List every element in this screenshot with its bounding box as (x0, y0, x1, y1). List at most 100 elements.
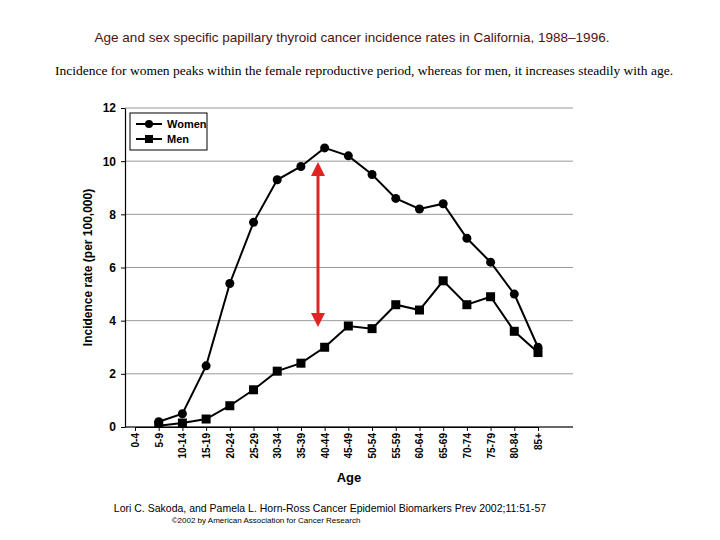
data-point (320, 343, 329, 352)
arrow-head (311, 313, 325, 327)
y-axis-line (125, 109, 126, 428)
x-tick-mark (301, 427, 302, 431)
data-point (178, 419, 187, 427)
x-tick-label: 85+ (533, 433, 544, 450)
x-axis-line (136, 427, 539, 428)
x-tick-label: 70-74 (462, 433, 473, 459)
x-tick-mark (467, 427, 468, 431)
x-tick-mark (206, 427, 207, 431)
x-tick-mark (230, 427, 231, 431)
citation: Lori C. Sakoda, and Pamela L. Horn-Ross … (114, 502, 546, 514)
series-line (159, 281, 538, 426)
y-axis-title: Incidence rate (per 100,000) (81, 189, 95, 346)
data-point (462, 300, 471, 309)
grid (125, 108, 573, 427)
title: Age and sex specific papillary thyroid c… (95, 30, 610, 45)
x-tick: 50-54 (367, 427, 378, 459)
y-axis: 0 2 4 6 8 10 12 (103, 101, 126, 434)
data-point (368, 324, 377, 333)
x-tick: 40-44 (320, 427, 331, 459)
arrow-shaft (317, 172, 320, 317)
data-point (415, 306, 424, 315)
x-tick-label: 5-9 (154, 433, 165, 448)
data-point (462, 234, 471, 243)
annotation-arrow (311, 162, 325, 327)
y-tick: 2 (109, 367, 125, 381)
x-tick-label: 40-44 (320, 433, 331, 459)
data-point (439, 199, 448, 208)
data-point (486, 292, 495, 301)
x-tick-mark (419, 427, 420, 431)
y-tick: 4 (109, 314, 125, 328)
data-point (439, 276, 448, 285)
x-tick: 60-64 (414, 427, 425, 459)
y-tick-mark (121, 268, 125, 269)
x-tick-label: 65-69 (438, 433, 449, 459)
x-tick-mark (538, 427, 539, 431)
data-point (486, 258, 495, 267)
x-tick: 15-19 (201, 427, 212, 459)
data-point (225, 401, 234, 410)
x-axis-title: Age (337, 470, 362, 485)
citation: ©2002 by American Association for Cancer… (172, 516, 361, 525)
arrow-head (311, 162, 325, 176)
data-point (296, 359, 305, 368)
y-tick-mark (121, 108, 125, 109)
x-tick-mark (254, 427, 255, 431)
x-tick: 30-34 (272, 427, 283, 459)
y-tick-label: 8 (109, 208, 116, 222)
data-point (202, 361, 211, 370)
legend-frame (130, 113, 207, 150)
data-point (510, 290, 519, 299)
grid-line (125, 108, 573, 109)
x-tick-mark (348, 427, 349, 431)
x-tick-label: 75-79 (486, 433, 497, 459)
data-point (534, 348, 543, 357)
chart: Age and sex specific papillary thyroid c… (0, 0, 720, 540)
x-tick-mark (514, 427, 515, 431)
grid-line (125, 214, 573, 215)
y-tick-label: 6 (109, 261, 116, 275)
x-tick-label: 20-24 (225, 433, 236, 459)
y-tick-mark (121, 427, 125, 428)
data-point (296, 162, 305, 171)
x-tick-label: 35-39 (296, 433, 307, 459)
grid-line (125, 267, 573, 268)
x-tick-label: 60-64 (414, 433, 425, 459)
y-tick-label: 2 (109, 367, 116, 381)
data-point (202, 415, 211, 424)
x-tick: 70-74 (462, 427, 473, 459)
grid-line (125, 161, 573, 162)
x-tick-label: 15-19 (201, 433, 212, 459)
x-tick: 35-39 (296, 427, 307, 459)
y-tick-mark (121, 321, 125, 322)
x-tick-label: 45-49 (343, 433, 354, 459)
x-tick-mark (372, 427, 373, 431)
x-tick: 55-59 (391, 427, 402, 459)
x-tick: 65-69 (438, 427, 449, 459)
x-tick-label: 80-84 (509, 433, 520, 459)
y-tick-label: 12 (103, 101, 117, 115)
x-tick-label: 30-34 (272, 433, 283, 459)
data-point (344, 151, 353, 160)
x-tick: 80-84 (509, 427, 520, 459)
legend: Women Men (130, 113, 207, 150)
y-tick: 0 (109, 420, 125, 434)
y-tick-mark (121, 161, 125, 162)
legend-entry: Women (136, 118, 207, 130)
subtitle: Incidence for women peaks within the fem… (55, 63, 673, 78)
legend-marker (145, 120, 153, 128)
y-tick: 10 (103, 155, 125, 169)
data-point (391, 300, 400, 309)
data-point (225, 279, 234, 288)
y-tick: 6 (109, 261, 125, 275)
x-tick: 75-79 (486, 427, 497, 459)
x-tick-mark (159, 427, 160, 431)
legend-label: Women (167, 118, 207, 130)
x-tick: 5-9 (154, 427, 165, 447)
legend-entry: Men (136, 133, 189, 145)
series-1 (154, 276, 542, 427)
x-tick-mark (396, 427, 397, 431)
y-tick: 8 (109, 208, 125, 222)
series-line (159, 148, 538, 422)
